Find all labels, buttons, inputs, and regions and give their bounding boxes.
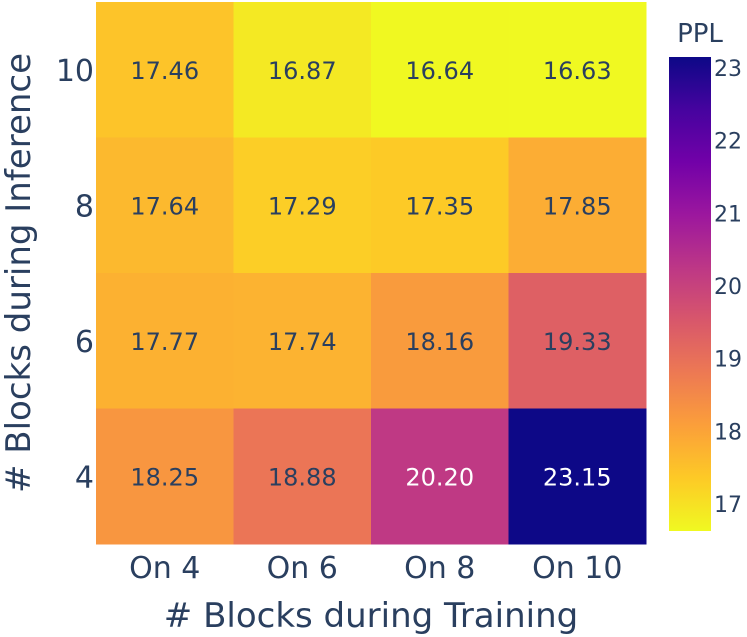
- x-axis-ticks: On 4 On 6 On 8 On 10: [129, 551, 622, 586]
- colorbar-title: PPL: [677, 19, 723, 49]
- heatmap-cell: [508, 137, 647, 274]
- x-tick-label: On 8: [404, 551, 475, 586]
- heatmap-cell: [96, 273, 234, 409]
- colorbar-tick-label: 22: [714, 130, 742, 155]
- heatmap-cell: [233, 2, 372, 138]
- heatmap-cell: [233, 273, 372, 409]
- heatmap-cell-value: 17.85: [543, 192, 612, 220]
- heatmap-cell-value: 16.87: [268, 57, 337, 85]
- y-axis-ticks: 10 8 6 4: [56, 54, 94, 496]
- colorbar-ticks: 17 18 19 20 21 22 23: [714, 57, 742, 518]
- colorbar-tick-label: 17: [714, 493, 742, 518]
- colorbar-tick-label: 23: [714, 57, 742, 82]
- x-axis-title: # Blocks during Training: [164, 596, 578, 636]
- heatmap-cell-value: 17.46: [130, 57, 199, 85]
- heatmap-cell: [371, 137, 509, 274]
- heatmap-cell-labels: 17.46 16.87 16.64 16.63 17.64 17.29 17.35 17.85…: [130, 57, 611, 492]
- heatmap-cell: [96, 2, 234, 138]
- heatmap-cell: [508, 2, 647, 138]
- heatmap-cell-value: 17.64: [130, 192, 199, 220]
- heatmap-cell-value: 17.74: [268, 328, 337, 356]
- heatmap-cell-value: 18.16: [405, 328, 474, 356]
- x-tick-label: On 10: [532, 551, 622, 586]
- heatmap-cell: [371, 2, 509, 138]
- heatmap-cell-value: 18.88: [268, 463, 337, 491]
- heatmap-cell: [371, 273, 509, 409]
- heatmap-cell-value: 19.33: [543, 328, 612, 356]
- colorbar: PPL 17 18 19 20 21 22 23: [669, 19, 742, 531]
- colorbar-gradient: [669, 57, 711, 531]
- y-tick-label: 4: [75, 460, 94, 495]
- colorbar-tick-label: 18: [714, 420, 742, 445]
- heatmap-cell-value: 16.63: [543, 57, 612, 85]
- colorbar-tick-label: 19: [714, 348, 742, 373]
- heatmap-cell: [371, 408, 509, 545]
- heatmap-cell: [508, 273, 647, 409]
- heatmap-cell-value: 20.20: [405, 463, 474, 491]
- colorbar-tick-label: 21: [714, 202, 742, 227]
- heatmap-cell: [233, 408, 372, 545]
- x-tick-label: On 6: [267, 551, 338, 586]
- y-tick-label: 10: [56, 54, 94, 89]
- y-tick-label: 8: [75, 189, 94, 224]
- heatmap-cell: [96, 408, 234, 545]
- heatmap-cell-value: 17.77: [130, 328, 199, 356]
- x-tick-label: On 4: [129, 551, 200, 586]
- heatmap-cell-value: 18.25: [130, 463, 199, 491]
- y-tick-label: 6: [75, 325, 94, 360]
- colorbar-tick-label: 20: [714, 275, 742, 300]
- heatmap-cell: [96, 137, 234, 274]
- heatmap-cells: [96, 2, 647, 545]
- heatmap-cell-value: 16.64: [405, 57, 474, 85]
- heatmap-cell: [233, 137, 372, 274]
- heatmap-cell-value: 17.35: [405, 192, 474, 220]
- y-axis-title: # Blocks during Inference: [0, 53, 39, 493]
- heatmap-cell-value: 17.29: [268, 192, 337, 220]
- heatmap-cell-value: 23.15: [543, 463, 612, 491]
- heatmap-cell: [508, 408, 647, 545]
